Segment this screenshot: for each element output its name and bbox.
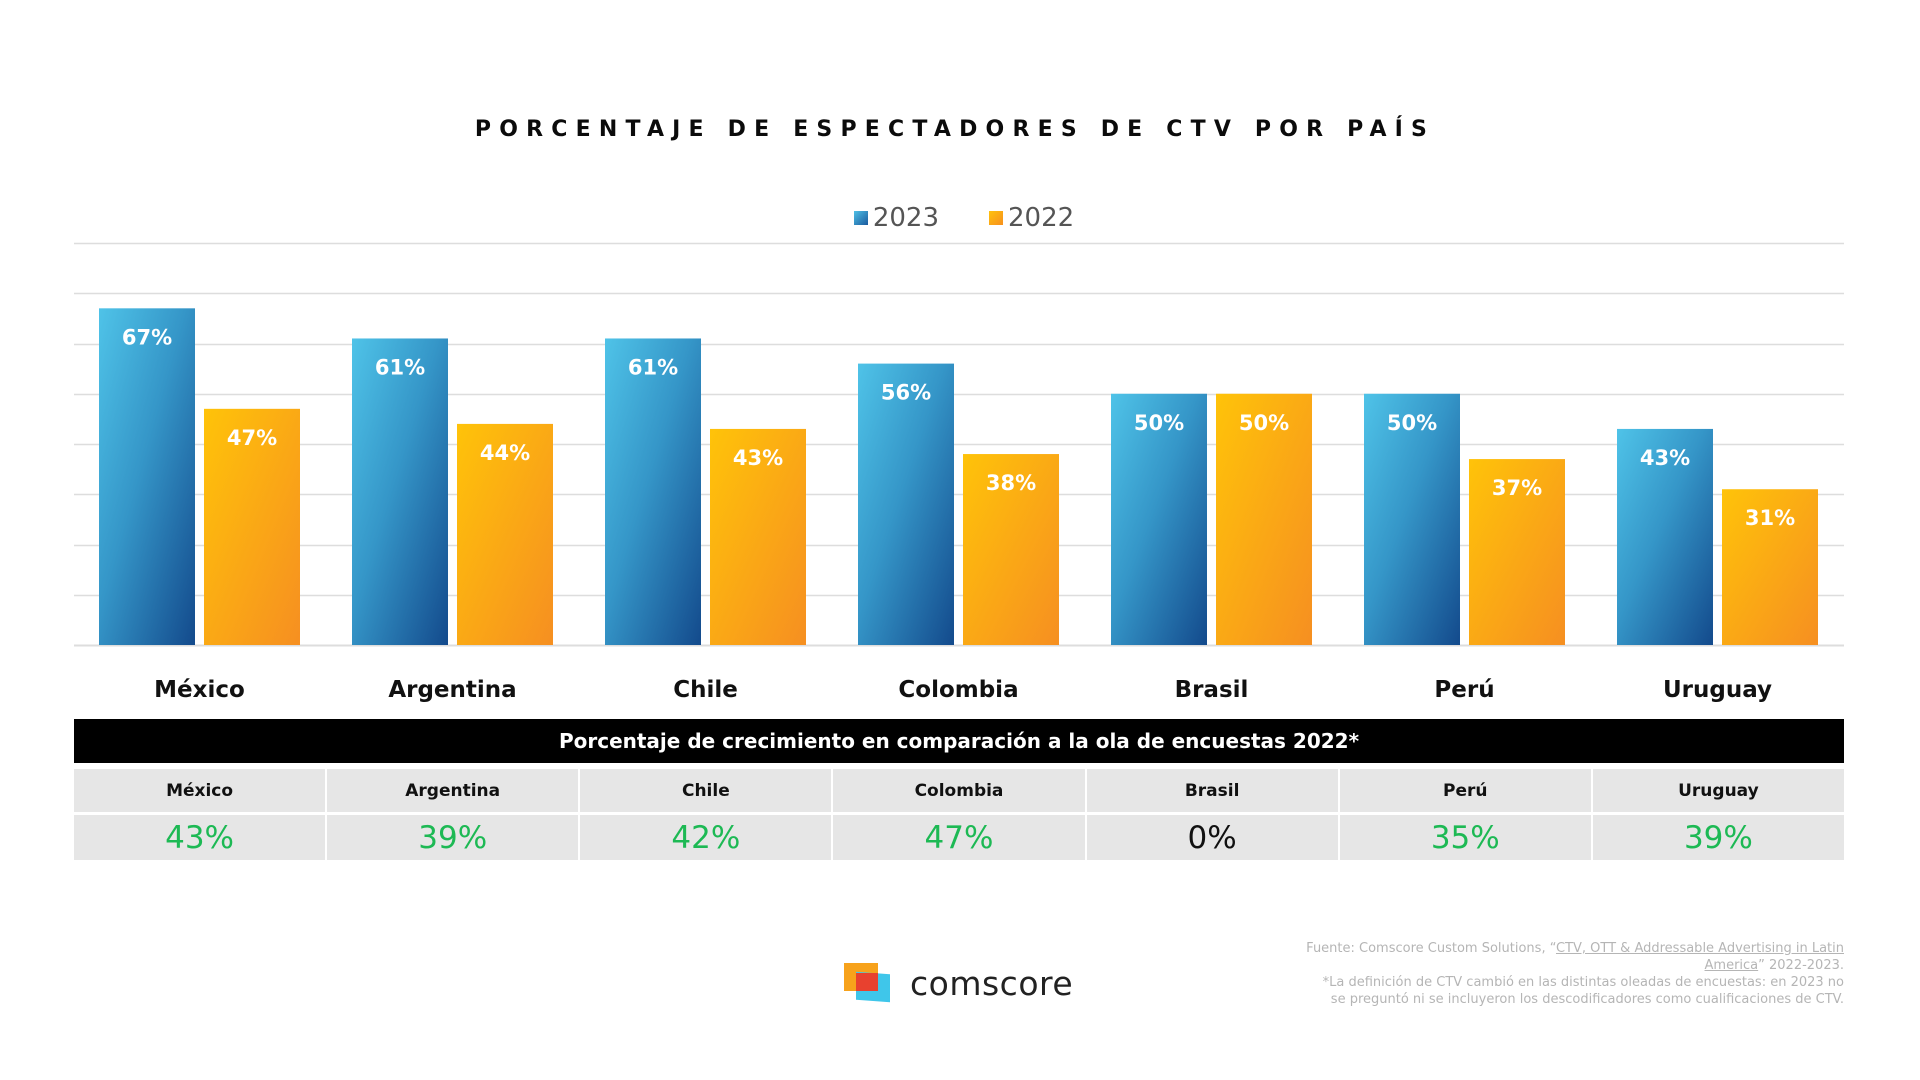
source-note: Fuente: Comscore Custom Solutions, “CTV,… — [1304, 940, 1844, 1008]
bar-value-label: 56% — [881, 381, 931, 405]
definition-footnote: *La definición de CTV cambió en las dist… — [1322, 975, 1844, 1007]
growth-header-cell: Brasil — [1086, 769, 1338, 812]
bar-value-label: 37% — [1492, 476, 1542, 500]
legend-item-2022: 2022 — [989, 203, 1074, 233]
growth-table-title: Porcentaje de crecimiento en comparación… — [74, 719, 1844, 763]
growth-value-cell: 39% — [1592, 815, 1844, 860]
legend-swatch-2022 — [989, 211, 1003, 225]
bar-2022-5 — [1469, 459, 1565, 645]
bar-value-label: 38% — [986, 471, 1036, 495]
growth-header-cell: Chile — [580, 769, 832, 812]
bar-value-label: 61% — [375, 355, 425, 379]
gridlines — [74, 242, 1844, 647]
bar-value-label: 61% — [628, 355, 678, 379]
growth-header-cell: Argentina — [327, 769, 579, 812]
bar-value-label: 44% — [480, 441, 530, 465]
bars — [99, 308, 1818, 645]
bar-2022-4 — [1216, 393, 1312, 645]
growth-header-cell: Uruguay — [1592, 769, 1844, 812]
bar-2022-2 — [710, 428, 806, 645]
category-label: Brasil — [1175, 677, 1249, 703]
growth-value-cell: 43% — [74, 815, 326, 860]
category-label: Chile — [673, 677, 738, 703]
source-link[interactable]: CTV, OTT & Addressable Advertising in La… — [1555, 941, 1844, 973]
bar-2022-0 — [204, 408, 300, 645]
category-label: Uruguay — [1663, 677, 1772, 703]
chart-title: PORCENTAJE DE ESPECTADORES DE CTV POR PA… — [474, 117, 1436, 142]
growth-header-cell: Colombia — [833, 769, 1085, 812]
bar-value-label: 50% — [1387, 411, 1437, 435]
growth-value-cell: 39% — [327, 815, 579, 860]
category-labels: México Argentina Chile Colombia Brasil Perú Ur… — [154, 677, 1772, 703]
bar-2023-6 — [1617, 428, 1713, 645]
category-label: Argentina — [388, 677, 516, 703]
bar-2022-3 — [963, 454, 1059, 645]
legend-swatch-2023 — [853, 211, 868, 225]
growth-header-cell: Perú — [1339, 769, 1591, 812]
growth-header-cell: México — [74, 769, 326, 812]
bar-2022-1 — [457, 423, 553, 645]
bar-2023-2 — [605, 338, 701, 645]
bar-2022-6 — [1722, 489, 1818, 645]
source-citation: Fuente: Comscore Custom Solutions, “CTV,… — [1306, 941, 1844, 973]
bar-2023-1 — [352, 338, 448, 645]
bar-2023-0 — [99, 308, 195, 645]
category-label: México — [154, 677, 245, 703]
legend-item-2023: 2023 — [853, 203, 939, 233]
bar-value-label: 31% — [1745, 506, 1795, 530]
legend-label-2022: 2022 — [1008, 203, 1075, 233]
category-label: Perú — [1434, 677, 1494, 703]
bar-labels: 67% 47% 61% 44% 61% 43% 56% 38% 50% 50% 50% 37% 43% 3… — [122, 325, 1795, 530]
bar-2023-5 — [1364, 393, 1460, 645]
comscore-logo-icon — [844, 963, 892, 1003]
bar-value-label: 47% — [227, 426, 277, 450]
growth-table: México Argentina Chile Colombia Brasil P… — [74, 769, 1844, 860]
bar-value-label: 67% — [122, 325, 172, 349]
category-label: Colombia — [898, 677, 1018, 703]
growth-value-cell: 47% — [833, 815, 1085, 860]
bar-chart: 67% 47% 61% 44% 61% 43% 56% 38% 50% 50% 50% 37% 43% 3… — [74, 242, 1844, 703]
growth-value-cell: 42% — [580, 815, 832, 860]
comscore-logo-text: comscore — [910, 963, 1074, 1003]
bar-value-label: 43% — [733, 446, 783, 470]
legend-label-2023: 2023 — [872, 203, 939, 233]
growth-value-cell: 0% — [1086, 815, 1338, 860]
bar-value-label: 50% — [1239, 411, 1289, 435]
chart-legend: 2023 2022 — [0, 203, 1920, 233]
comscore-logo: comscore — [844, 963, 1073, 1003]
bar-value-label: 50% — [1134, 411, 1184, 435]
bar-2023-4 — [1111, 393, 1207, 645]
growth-value-cell: 35% — [1339, 815, 1591, 860]
bar-2023-3 — [858, 363, 954, 645]
bar-value-label: 43% — [1640, 446, 1690, 470]
